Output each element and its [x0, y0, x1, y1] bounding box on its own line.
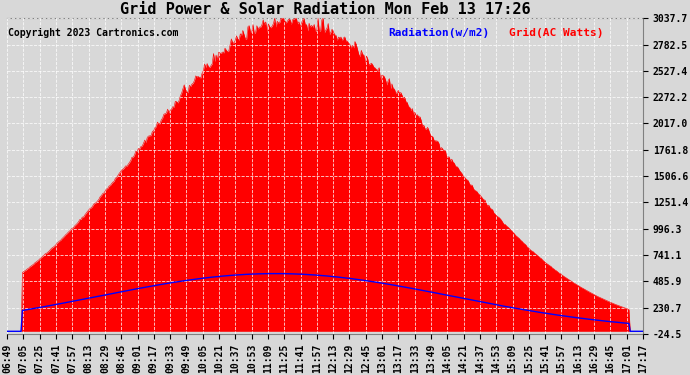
Title: Grid Power & Solar Radiation Mon Feb 13 17:26: Grid Power & Solar Radiation Mon Feb 13 … — [119, 2, 531, 17]
Text: Copyright 2023 Cartronics.com: Copyright 2023 Cartronics.com — [8, 28, 178, 38]
Text: Grid(AC Watts): Grid(AC Watts) — [509, 28, 604, 38]
Text: Radiation(w/m2): Radiation(w/m2) — [388, 28, 490, 38]
